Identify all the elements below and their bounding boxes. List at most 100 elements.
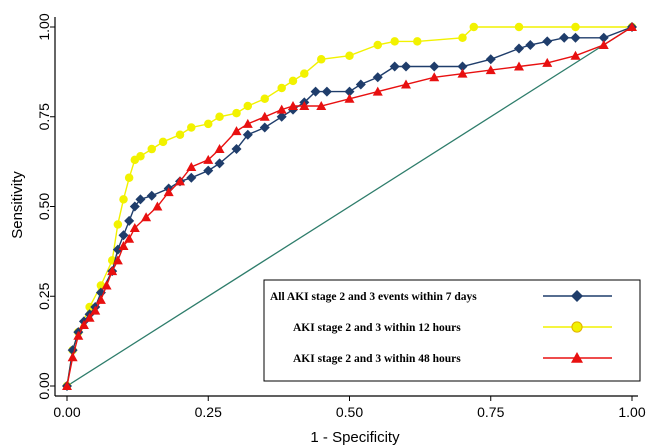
series-point: [95, 294, 106, 304]
series-point: [136, 151, 145, 161]
y-tick-label: 0.25: [36, 282, 52, 309]
series-point: [542, 36, 553, 47]
series-point: [231, 126, 242, 136]
series-point: [457, 61, 468, 72]
series-point: [78, 319, 89, 329]
series-point: [570, 32, 581, 43]
series-point: [316, 100, 327, 110]
legend-label: All AKI stage 2 and 3 events within 7 da…: [270, 291, 477, 303]
y-tick-label: 0.00: [36, 372, 52, 399]
series-point: [214, 144, 225, 154]
series-point: [485, 54, 496, 65]
series-point: [288, 76, 298, 86]
series-point: [85, 302, 94, 312]
series-point: [413, 37, 422, 46]
series-point: [542, 57, 553, 67]
series-point: [299, 100, 310, 110]
series-point: [598, 32, 609, 43]
series-point: [175, 176, 185, 186]
series-point: [175, 130, 185, 139]
series-point: [372, 72, 383, 83]
series-point: [401, 79, 411, 89]
series-point: [214, 158, 225, 169]
legend-label: AKI stage 2 and 3 within 48 hours: [293, 353, 461, 365]
series-point: [147, 144, 156, 154]
series-point: [559, 32, 570, 43]
series-point: [67, 352, 78, 362]
series-point: [458, 33, 467, 43]
series-point: [514, 43, 524, 54]
series-point: [429, 72, 440, 82]
series-point: [571, 22, 580, 32]
series-point: [372, 86, 383, 96]
series-point: [73, 330, 84, 340]
series-point: [276, 104, 287, 114]
reference-line: [66, 26, 633, 387]
series-point: [514, 61, 524, 71]
series-point: [135, 194, 146, 205]
series-point: [344, 86, 355, 97]
series-point: [485, 65, 496, 75]
series-point: [288, 100, 298, 110]
series-point: [345, 51, 354, 60]
series-point: [231, 144, 242, 155]
legend: All AKI stage 2 and 3 events within 7 da…: [263, 279, 641, 382]
series-point: [118, 240, 129, 250]
series-point: [84, 312, 95, 322]
series-point: [598, 39, 609, 49]
series-point: [469, 22, 479, 32]
series-point: [112, 255, 123, 265]
series-point: [186, 172, 197, 183]
series-point: [373, 40, 382, 50]
series-point: [242, 118, 253, 128]
series-point: [401, 61, 411, 72]
series-point: [344, 93, 355, 103]
series-point: [627, 22, 637, 31]
series-point: [390, 37, 399, 46]
x-tick-label: 0.25: [195, 404, 222, 420]
series-point: [62, 381, 72, 390]
series-point: [259, 122, 270, 133]
series-point: [525, 39, 536, 50]
legend-label: AKI stage 2 and 3 within 12 hours: [293, 322, 461, 334]
series-point: [187, 123, 196, 132]
series-point: [277, 83, 286, 93]
axes: 0.00 0.25 0.50 0.75 1.00 0.00 0.25 0.50 0.75 1.00: [36, 13, 646, 420]
x-axis-title: 1 - Specificity: [310, 429, 400, 446]
y-tick-label: 0.50: [36, 193, 52, 220]
series-point: [215, 112, 224, 121]
series-point: [90, 305, 101, 315]
y-axis-title: Sensitivity: [9, 171, 26, 239]
series-point: [457, 68, 468, 78]
series-point: [163, 187, 174, 197]
series-point: [107, 266, 118, 276]
series-point: [204, 119, 213, 129]
series-point: [124, 173, 134, 183]
series-point: [355, 79, 366, 90]
series-point: [124, 233, 135, 243]
series-point: [243, 101, 253, 111]
y-tick-label: 0.75: [36, 103, 52, 130]
series-point: [203, 154, 214, 164]
x-tick-label: 0.75: [477, 404, 504, 420]
series-point: [113, 220, 123, 229]
series-point: [310, 86, 321, 97]
series-point: [141, 212, 152, 222]
plot-area: [62, 22, 637, 391]
series-point: [429, 61, 440, 72]
series-point: [146, 190, 157, 201]
series-point: [101, 280, 112, 290]
y-tick-label: 1.00: [36, 13, 52, 40]
series-point: [129, 223, 140, 233]
series-point: [260, 94, 269, 104]
series-point: [129, 201, 140, 212]
series-point: [317, 55, 326, 64]
series-point: [203, 165, 214, 176]
series-point: [242, 129, 253, 140]
legend-swatch-marker: [571, 290, 583, 302]
x-tick-label: 0.00: [53, 404, 80, 420]
legend-swatch-marker: [571, 352, 583, 363]
x-tick-label: 0.50: [336, 404, 363, 420]
series-point: [186, 162, 197, 172]
